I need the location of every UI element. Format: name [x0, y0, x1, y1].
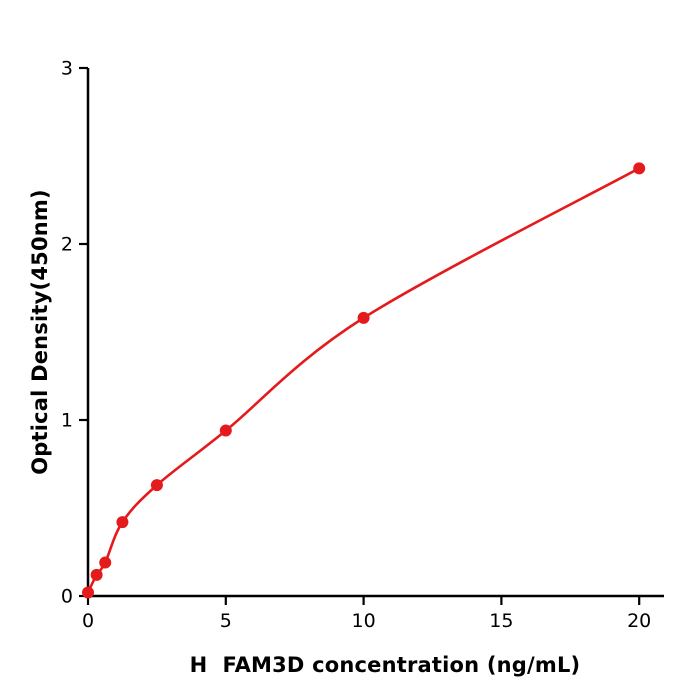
y-axis-title: Optical Density(450nm)	[28, 189, 52, 475]
x-tick-label: 20	[627, 610, 651, 632]
data-point	[219, 424, 232, 437]
data-point	[633, 162, 646, 175]
y-tick-label: 1	[61, 410, 73, 432]
x-tick-label: 0	[82, 610, 94, 632]
data-point	[90, 568, 103, 581]
data-point	[82, 586, 94, 599]
x-axis-title: H FAM3D concentration (ng/mL)	[189, 653, 581, 677]
x-tick-label: 10	[352, 610, 376, 632]
x-tick-label: 15	[489, 610, 513, 632]
y-tick-label: 0	[61, 586, 73, 608]
data-point	[116, 516, 129, 529]
fit-curve	[86, 167, 641, 594]
data-point	[99, 556, 112, 569]
y-tick-label: 3	[61, 58, 73, 80]
data-point	[357, 311, 370, 324]
x-tick-label: 5	[220, 610, 232, 632]
data-point	[150, 479, 163, 492]
y-tick-label: 2	[61, 234, 73, 256]
